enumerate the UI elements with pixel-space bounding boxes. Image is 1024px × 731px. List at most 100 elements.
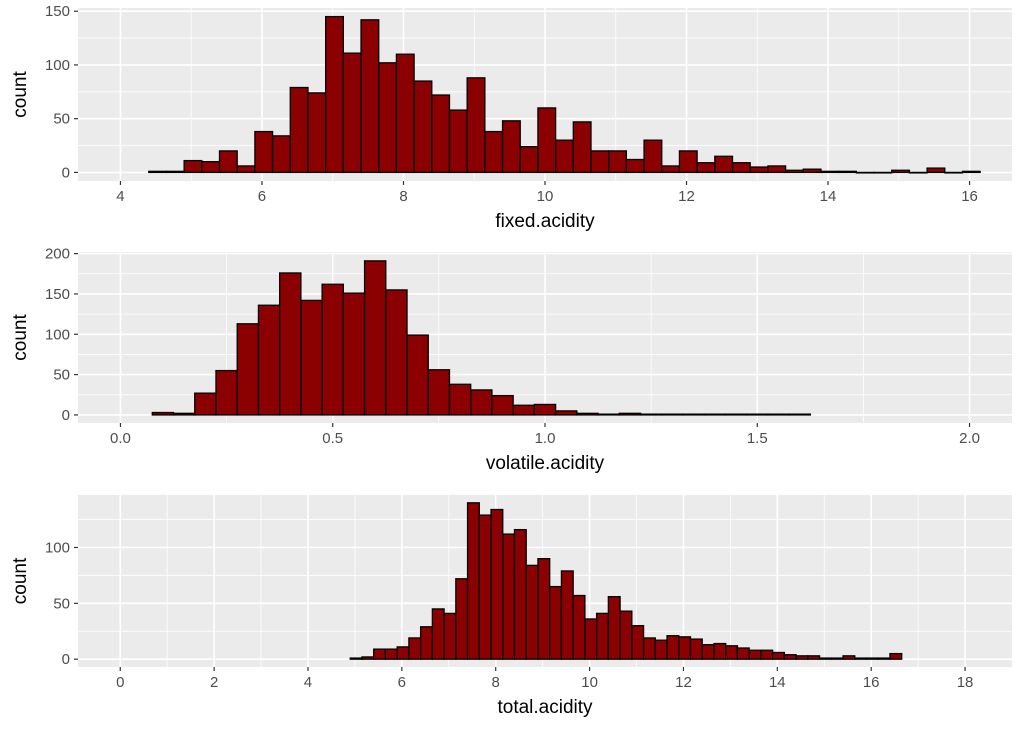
y-tick-label: 100 (45, 539, 70, 556)
histogram-bar (236, 165, 256, 174)
histogram-bar (746, 413, 769, 416)
histogram-bar (490, 508, 504, 660)
histogram-bar (689, 638, 703, 660)
histogram-bar (767, 165, 787, 174)
x-tick-label: 2.0 (959, 430, 980, 447)
histogram-bar (363, 260, 387, 416)
histogram-bar (619, 610, 633, 660)
histogram-bar (618, 412, 642, 416)
histogram-bar (865, 657, 879, 660)
histogram-bar (714, 155, 734, 174)
histogram-bar (537, 107, 557, 174)
histogram-bar (194, 392, 217, 416)
histogram-bar (431, 94, 451, 174)
histogram-bar (724, 413, 748, 416)
histogram-bar (572, 121, 592, 174)
histogram-bar (279, 272, 302, 416)
y-axis-title: count (10, 314, 31, 361)
y-tick-label: 150 (45, 3, 70, 20)
histogram-bar (325, 15, 344, 174)
x-tick-label: 12 (675, 674, 692, 691)
x-axis-title: volatile.acidity (486, 453, 605, 474)
histogram-bar (572, 594, 586, 660)
histogram-bar (725, 645, 739, 660)
histogram-bar (760, 649, 774, 660)
histogram-bar (395, 53, 415, 174)
histogram-bar (513, 528, 527, 660)
histogram-bar (731, 162, 751, 174)
x-tick-label: 14 (820, 188, 837, 205)
histogram-bar (300, 299, 323, 416)
histogram-bar (554, 410, 578, 416)
histogram-bar (631, 625, 645, 660)
x-tick-label: 10 (537, 188, 554, 205)
histogram-bar (218, 150, 238, 174)
x-tick-label: 10 (581, 674, 598, 691)
histogram-bar (236, 323, 260, 416)
histogram-bar (818, 657, 832, 660)
x-tick-label: 18 (957, 674, 974, 691)
x-tick-label: 0.0 (110, 430, 131, 447)
histogram-bar (466, 77, 486, 174)
histogram-bar (448, 383, 472, 416)
histogram-bar (584, 618, 598, 660)
histogram-bar (361, 656, 375, 660)
histogram-bar (271, 135, 291, 174)
chart-panel-1: 4 6 8 10 12 14 16 0 50 100 150 fixed.acidity count (10, 3, 1012, 232)
histogram-bar (696, 162, 716, 174)
x-tick-label: 2 (210, 674, 218, 691)
x-tick-label: 12 (678, 188, 695, 205)
histogram-bar (678, 636, 692, 660)
histogram-bar (625, 158, 645, 174)
chart-panel-2: 0.0 0.5 1.0 1.5 2.0 0 50 100 150 200 volatile.acid… (10, 246, 1012, 474)
histogram-bar (448, 109, 468, 174)
histogram-bar (321, 283, 344, 416)
histogram-bar (342, 292, 366, 416)
histogram-bar (484, 130, 504, 174)
histogram-bar (682, 413, 705, 416)
y-tick-label: 0 (62, 164, 70, 181)
histogram-bar (820, 170, 840, 174)
histogram-bar (525, 564, 539, 660)
histogram-bar (478, 514, 492, 660)
histogram-bar (597, 413, 620, 416)
histogram-bar (783, 654, 797, 660)
histogram-bar (908, 171, 928, 174)
histogram-bar (873, 171, 893, 174)
histogram-bar (855, 171, 875, 174)
y-tick-label: 200 (45, 246, 70, 263)
histogram-bar (661, 413, 684, 416)
histogram-bar (877, 657, 891, 660)
histogram-bar (289, 86, 309, 174)
histogram-bar (215, 369, 238, 416)
histogram-bar (678, 150, 698, 174)
x-tick-label: 4 (116, 188, 124, 205)
histogram-bar (607, 595, 621, 660)
histogram-bar (749, 166, 769, 174)
histogram-bar (443, 612, 457, 660)
y-tick-label: 50 (53, 367, 70, 384)
x-tick-label: 8 (399, 188, 407, 205)
histogram-bar (396, 646, 410, 660)
histogram-bar (406, 334, 429, 416)
x-tick-label: 6 (258, 188, 266, 205)
histogram-bar (549, 585, 563, 660)
histogram-bar (349, 657, 363, 660)
x-tick-label: 16 (863, 674, 880, 691)
histogram-bar (802, 168, 822, 174)
histogram-bar (795, 655, 809, 660)
chart-panel-3: 0 2 4 6 8 10 12 14 16 18 0 50 100 total.acidity count (10, 495, 1012, 718)
x-axis-title: total.acidity (497, 697, 593, 718)
histogram-bar (560, 570, 574, 660)
histogram-bar (148, 170, 168, 174)
histogram-bar (419, 626, 434, 660)
histogram-bar (466, 502, 480, 660)
x-tick-label: 16 (961, 188, 978, 205)
histogram-bar (771, 651, 786, 660)
histogram-bar (891, 169, 911, 174)
histogram-bar (961, 170, 981, 174)
x-tick-label: 0.5 (322, 430, 343, 447)
histogram-bar (172, 412, 196, 416)
histogram-bar (342, 52, 362, 174)
